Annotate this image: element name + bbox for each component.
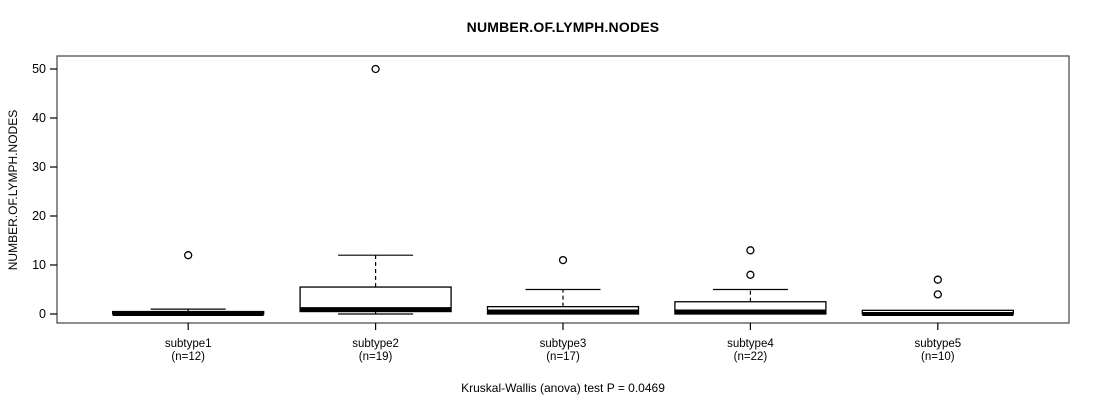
x-category-label: subtype2 (n=19) (296, 338, 456, 363)
x-category-count: (n=17) (546, 350, 580, 363)
outlier-point (933, 290, 942, 299)
x-category-count: (n=19) (358, 350, 393, 363)
y-tick-label: 30 (32, 160, 46, 174)
x-category-label: subtype4 (n=22) (670, 338, 830, 363)
outlier-point (746, 246, 755, 255)
x-category-name: subtype4 (727, 338, 774, 350)
y-tick-label: 40 (32, 111, 46, 125)
x-category-label: subtype3 (n=17) (483, 338, 643, 363)
y-tick-label: 10 (32, 258, 46, 272)
plot-frame (56, 55, 1070, 324)
outlier-point (371, 64, 380, 74)
x-category-label: subtype1 (n=12) (108, 338, 268, 363)
chart-title: NUMBER.OF.LYMPH.NODES (466, 19, 660, 35)
outlier-point (933, 275, 942, 284)
x-category-name: subtype5 (914, 338, 962, 350)
y-tick-label: 0 (39, 307, 46, 321)
x-category-count: (n=10) (921, 350, 955, 363)
y-tick-label: 50 (32, 62, 46, 76)
x-category-count: (n=12) (171, 350, 205, 363)
outlier-point (184, 251, 193, 260)
x-category-name: subtype1 (164, 338, 212, 350)
x-category-count: (n=22) (733, 350, 768, 363)
x-category-label: subtype5 (n=10) (858, 338, 1018, 363)
outlier-point (746, 270, 755, 279)
x-category-name: subtype2 (352, 338, 399, 350)
x-category-name: subtype3 (539, 338, 587, 350)
kruskal-wallis-annotation: Kruskal-Wallis (anova) test P = 0.0469 (461, 381, 665, 395)
y-tick-label: 20 (32, 209, 46, 223)
outlier-point (558, 255, 568, 265)
